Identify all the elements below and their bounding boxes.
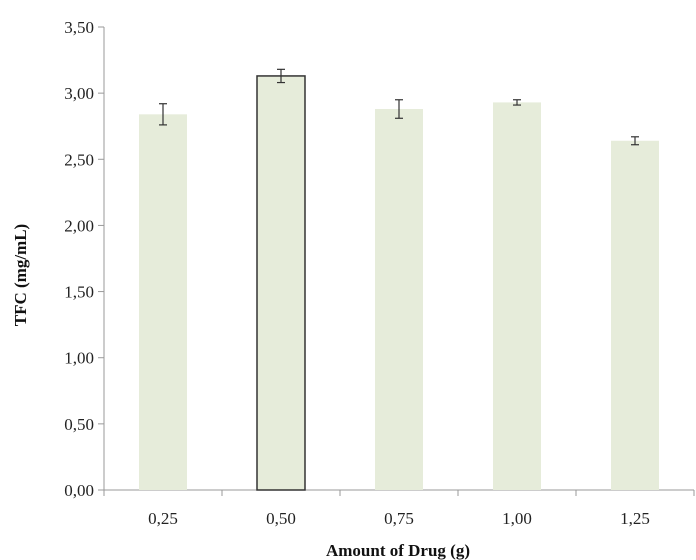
y-tick-label: 2,00 bbox=[64, 216, 94, 235]
bar bbox=[256, 75, 306, 491]
bar bbox=[375, 109, 423, 490]
x-axis: 0,25 0,50 0,75 1,00 1,25 bbox=[103, 489, 695, 528]
y-tick-label: 2,50 bbox=[64, 150, 94, 169]
y-axis: 0,00 0,50 1,00 1,50 2,00 2,50 3,00 3,50 bbox=[64, 18, 105, 500]
x-tick-label: 0,50 bbox=[266, 509, 296, 528]
error-bars bbox=[159, 68, 639, 146]
y-tick-label: 0,50 bbox=[64, 415, 94, 434]
x-tick-label: 1,00 bbox=[502, 509, 532, 528]
x-tick-label: 1,25 bbox=[620, 509, 650, 528]
y-axis-title: TFC (mg/mL) bbox=[11, 224, 30, 326]
y-tick-label: 1,00 bbox=[64, 349, 94, 368]
bar bbox=[139, 114, 187, 491]
x-axis-title: Amount of Drug (g) bbox=[326, 541, 470, 560]
y-tick-label: 0,00 bbox=[64, 481, 94, 500]
bar bbox=[493, 102, 541, 490]
x-tick-label: 0,25 bbox=[148, 509, 178, 528]
x-tick-label: 0,75 bbox=[384, 509, 414, 528]
bars bbox=[139, 75, 659, 491]
y-tick-label: 3,50 bbox=[64, 18, 94, 37]
y-tick-label: 3,00 bbox=[64, 84, 94, 103]
bar bbox=[611, 140, 659, 490]
y-tick-label: 1,50 bbox=[64, 283, 94, 302]
